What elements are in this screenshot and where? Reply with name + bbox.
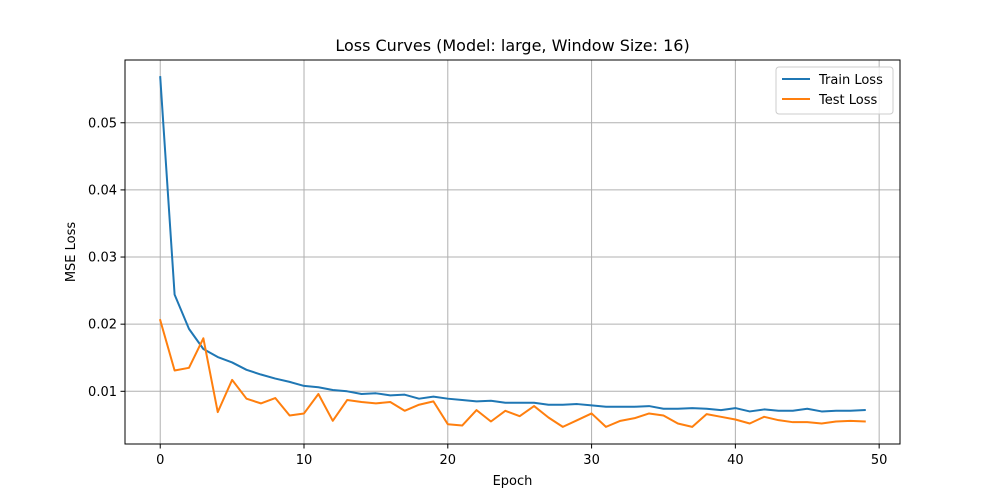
x-tick-label: 0 [156,453,164,468]
x-tick-label: 20 [440,453,457,468]
plot-frame [124,59,901,445]
y-tick-label: 0.03 [88,251,117,266]
series-lines [158,76,866,428]
y-tick-label: 0.01 [88,385,117,400]
y-tick-label: 0.02 [88,318,117,333]
grid [125,60,900,444]
legend-label-train: Train Loss [818,73,883,88]
y-axis: 0.01 0.02 0.03 0.04 0.05 [88,116,125,400]
x-axis: 0 10 20 30 40 50 [156,444,887,468]
x-axis-label: Epoch [493,474,533,489]
y-tick-label: 0.05 [88,116,117,131]
chart-title: Loss Curves (Model: large, Window Size: … [335,36,689,55]
legend: Train Loss Test Loss [775,66,894,115]
y-tick-label: 0.04 [88,183,117,198]
series-line-test-loss [158,318,866,428]
x-tick-label: 30 [583,453,600,468]
x-tick-label: 50 [871,453,888,468]
y-axis-label: MSE Loss [64,222,79,283]
legend-label-test: Test Loss [818,93,877,108]
x-tick-label: 10 [296,453,313,468]
x-tick-label: 40 [727,453,744,468]
series-line-train-loss [159,76,866,413]
